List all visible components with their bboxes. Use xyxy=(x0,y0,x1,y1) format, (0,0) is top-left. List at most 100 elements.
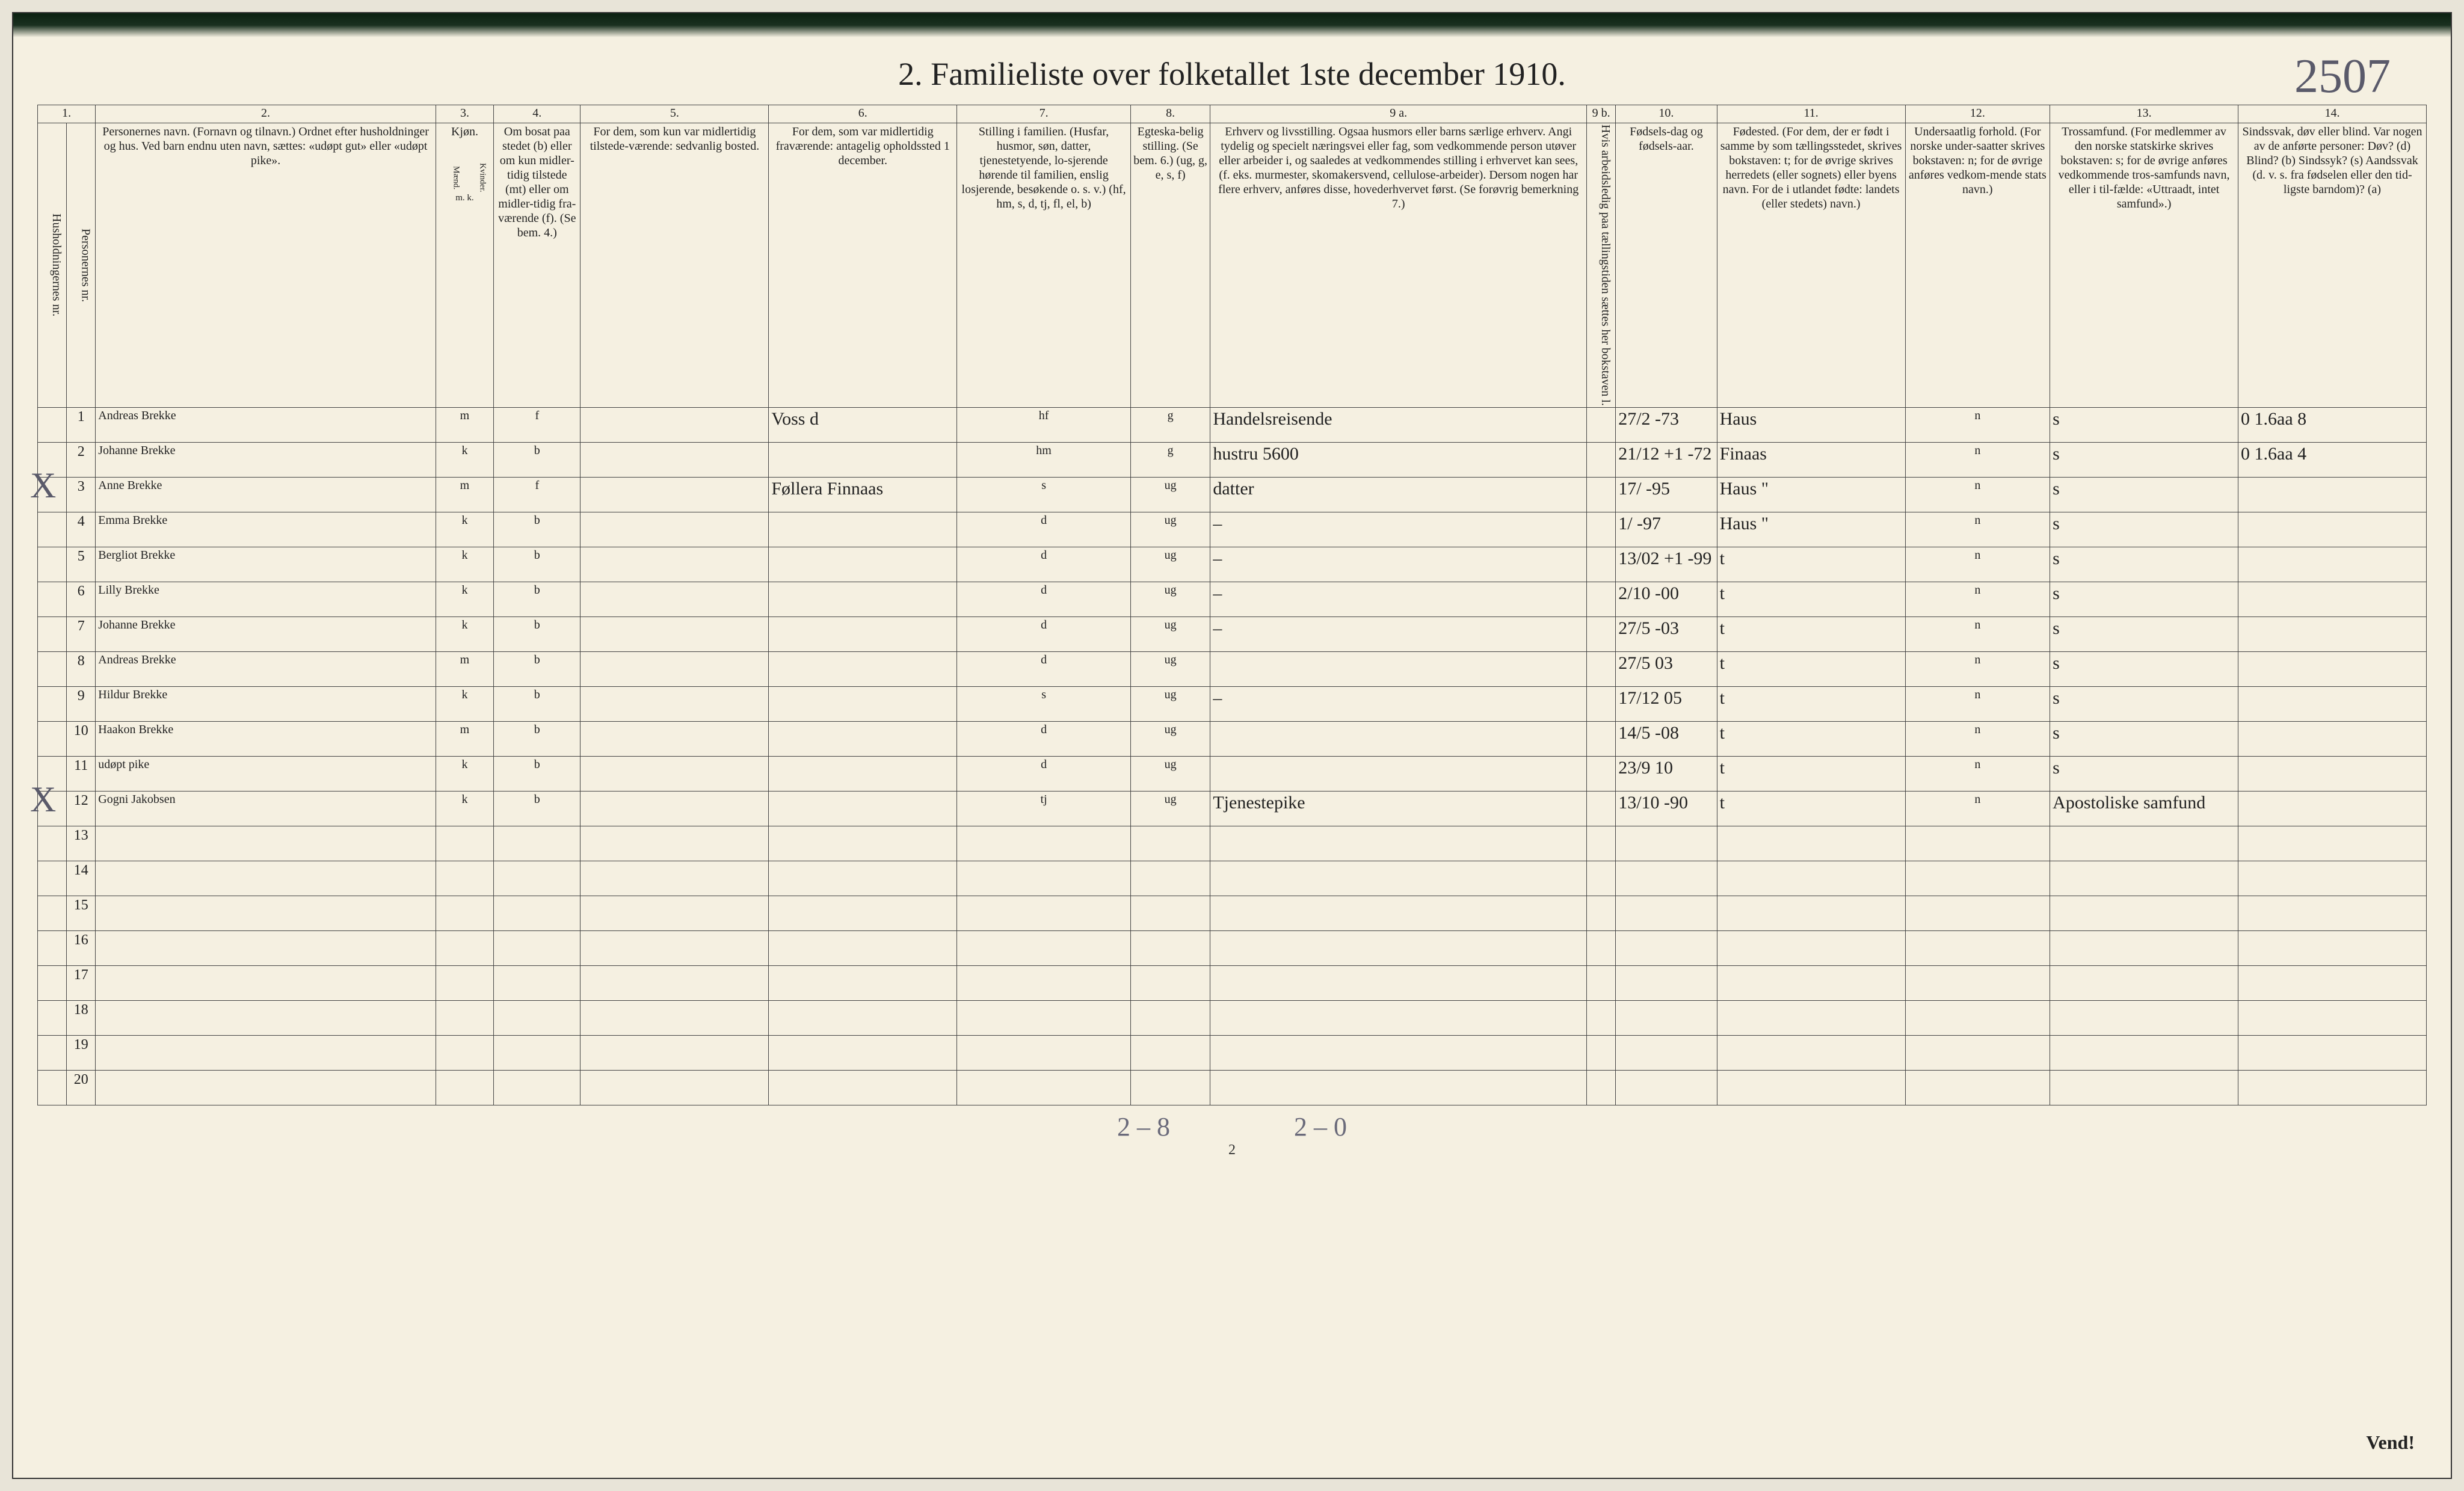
empty-cell xyxy=(2050,1070,2238,1105)
cell-birthdate: 17/ -95 xyxy=(1616,477,1717,512)
cell-name: Hildur Brekke xyxy=(96,686,436,721)
empty-cell xyxy=(581,1070,769,1105)
person-nr: 14 xyxy=(67,861,96,896)
main-title: 2. Familieliste over folketallet 1ste de… xyxy=(898,56,1566,92)
empty-cell xyxy=(2238,1070,2427,1105)
cell-c5 xyxy=(581,616,769,651)
table-row-empty: 18 xyxy=(38,1000,2427,1035)
empty-cell xyxy=(769,826,957,861)
cell-c5 xyxy=(581,686,769,721)
colnum-6: 6. xyxy=(769,105,957,123)
colnum-3: 3. xyxy=(436,105,493,123)
empty-cell xyxy=(436,1070,493,1105)
empty-cell xyxy=(436,896,493,930)
cell-religion: s xyxy=(2050,686,2238,721)
cell-family-position: hf xyxy=(957,407,1131,442)
cell-marital: ug xyxy=(1130,547,1210,582)
empty-cell xyxy=(494,896,581,930)
cell-disability xyxy=(2238,756,2427,791)
cell-unemployed xyxy=(1587,442,1616,477)
cell-birthplace: t xyxy=(1717,686,1905,721)
cell-sex: k xyxy=(436,756,493,791)
cell-birthdate: 17/12 05 xyxy=(1616,686,1717,721)
household-nr xyxy=(38,651,67,686)
empty-cell xyxy=(581,1000,769,1035)
empty-cell xyxy=(1587,1070,1616,1105)
header-undersaatlig: Undersaatlig forhold. (For norske under-… xyxy=(1905,123,2050,408)
household-nr xyxy=(38,965,67,1000)
cell-sex: m xyxy=(436,721,493,756)
cell-marital: ug xyxy=(1130,616,1210,651)
cell-family-position: d xyxy=(957,721,1131,756)
empty-cell xyxy=(1616,861,1717,896)
empty-cell xyxy=(1616,965,1717,1000)
cell-c5 xyxy=(581,651,769,686)
empty-cell xyxy=(96,896,436,930)
cell-religion: s xyxy=(2050,442,2238,477)
person-nr: 6 xyxy=(67,582,96,616)
household-nr xyxy=(38,512,67,547)
cell-residence: b xyxy=(494,791,581,826)
colnum-1: 1. xyxy=(38,105,96,123)
cell-c5 xyxy=(581,756,769,791)
empty-cell xyxy=(2238,965,2427,1000)
empty-cell xyxy=(1210,1070,1587,1105)
household-nr xyxy=(38,1035,67,1070)
cell-c6 xyxy=(769,756,957,791)
cell-nationality: n xyxy=(1905,721,2050,756)
colnum-2: 2. xyxy=(96,105,436,123)
empty-cell xyxy=(1130,826,1210,861)
person-nr: 15 xyxy=(67,896,96,930)
colnum-5: 5. xyxy=(581,105,769,123)
header-stilling-familien: Stilling i familien. (Husfar, husmor, sø… xyxy=(957,123,1131,408)
cell-family-position: s xyxy=(957,686,1131,721)
cell-residence: b xyxy=(494,512,581,547)
cell-nationality: n xyxy=(1905,407,2050,442)
header-sindssvak: Sindssvak, døv eller blind. Var nogen av… xyxy=(2238,123,2427,408)
cell-family-position: hm xyxy=(957,442,1131,477)
empty-cell xyxy=(436,861,493,896)
household-nr xyxy=(38,861,67,896)
cell-birthdate: 27/2 -73 xyxy=(1616,407,1717,442)
cell-religion: s xyxy=(2050,407,2238,442)
cell-unemployed xyxy=(1587,756,1616,791)
empty-cell xyxy=(1717,930,1905,965)
cell-occupation: – xyxy=(1210,547,1587,582)
cell-occupation xyxy=(1210,651,1587,686)
cell-occupation: Handelsreisende xyxy=(1210,407,1587,442)
cell-birthdate: 23/9 10 xyxy=(1616,756,1717,791)
cell-occupation xyxy=(1210,721,1587,756)
header-trossamfund: Trossamfund. (For medlemmer av den norsk… xyxy=(2050,123,2238,408)
empty-cell xyxy=(1587,896,1616,930)
empty-cell xyxy=(1717,826,1905,861)
person-nr: 3 xyxy=(67,477,96,512)
margin-x-mark: X xyxy=(30,779,56,820)
empty-cell xyxy=(96,826,436,861)
colnum-7: 7. xyxy=(957,105,1131,123)
table-row: 5Bergliot Brekkekbdug–13/02 +1 -99tns xyxy=(38,547,2427,582)
cell-sex: k xyxy=(436,547,493,582)
cell-residence: b xyxy=(494,651,581,686)
household-nr xyxy=(38,582,67,616)
cell-marital: ug xyxy=(1130,582,1210,616)
cell-family-position: d xyxy=(957,547,1131,582)
cell-name: Emma Brekke xyxy=(96,512,436,547)
cell-unemployed xyxy=(1587,512,1616,547)
cell-birthplace: Haus " xyxy=(1717,477,1905,512)
colnum-14: 14. xyxy=(2238,105,2427,123)
empty-cell xyxy=(2050,930,2238,965)
empty-cell xyxy=(1587,965,1616,1000)
cell-family-position: d xyxy=(957,756,1131,791)
person-nr: 13 xyxy=(67,826,96,861)
cell-name: Haakon Brekke xyxy=(96,721,436,756)
household-nr xyxy=(38,686,67,721)
empty-cell xyxy=(494,861,581,896)
table-row: 2Johanne Brekkekbhmghustru 560021/12 +1 … xyxy=(38,442,2427,477)
household-nr xyxy=(38,407,67,442)
table-row: 6Lilly Brekkekbdug–2/10 -00tns xyxy=(38,582,2427,616)
empty-cell xyxy=(581,861,769,896)
printed-page-number: 2 xyxy=(37,1142,2427,1158)
cell-birthdate: 13/10 -90 xyxy=(1616,791,1717,826)
empty-cell xyxy=(1905,930,2050,965)
cell-residence: f xyxy=(494,407,581,442)
